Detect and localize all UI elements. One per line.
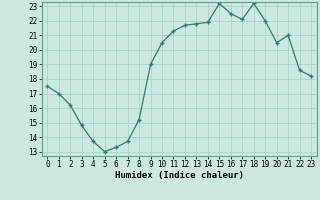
X-axis label: Humidex (Indice chaleur): Humidex (Indice chaleur): [115, 171, 244, 180]
